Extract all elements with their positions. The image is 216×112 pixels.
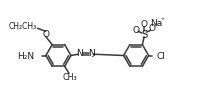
Text: ⁺: ⁺ xyxy=(160,18,164,24)
Text: O: O xyxy=(148,24,155,33)
Text: O: O xyxy=(132,26,139,35)
Text: S: S xyxy=(141,30,147,40)
Text: Cl: Cl xyxy=(157,52,166,60)
Text: N: N xyxy=(88,48,95,57)
Text: O: O xyxy=(42,30,49,39)
Text: ·: · xyxy=(91,51,95,64)
Text: CH₂CH₃: CH₂CH₃ xyxy=(8,22,36,31)
Text: H₂N: H₂N xyxy=(17,52,35,60)
Text: ⁻: ⁻ xyxy=(153,20,157,29)
Text: CH₃: CH₃ xyxy=(63,72,78,81)
Text: Na: Na xyxy=(151,19,163,28)
Text: O: O xyxy=(141,20,148,29)
Text: N: N xyxy=(77,48,83,57)
